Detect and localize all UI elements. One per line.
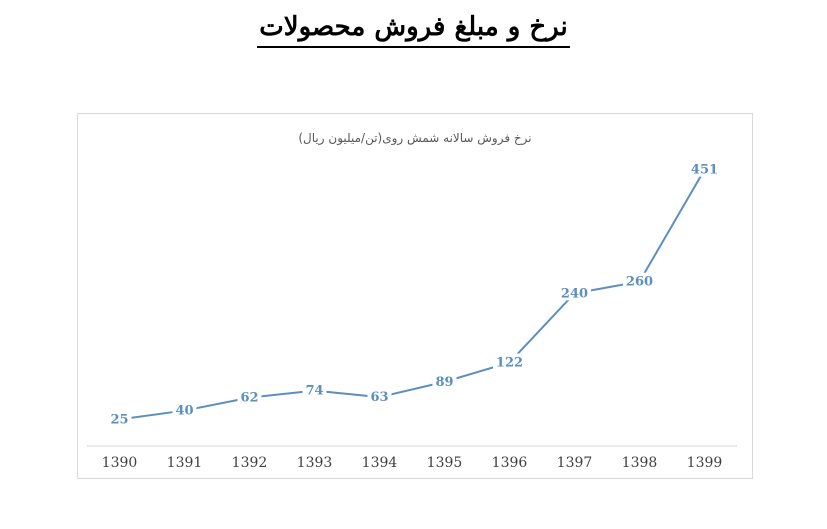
data-label: 25: [110, 412, 128, 427]
x-tick-label: 1392: [232, 455, 268, 471]
x-tick-label: 1390: [102, 455, 138, 471]
page-heading-text: نرخ و مبلغ فروش محصولات: [257, 12, 570, 48]
series-layer: [119, 169, 706, 421]
data-label-background: [493, 353, 526, 370]
data-label-background: [688, 160, 721, 177]
data-label-background: [558, 284, 591, 301]
x-tick-label: 1394: [362, 455, 398, 471]
x-tick-labels: 1390 1391 1392 1393 1394 1395 1396 1397 1398 1399: [102, 455, 723, 471]
data-label: 63: [370, 390, 388, 405]
data-label-background: [172, 401, 197, 418]
x-tick-label: 1393: [297, 455, 333, 471]
data-label: 62: [240, 391, 258, 406]
x-tick-label: 1399: [687, 455, 723, 471]
x-tick-label: 1395: [427, 455, 463, 471]
data-label: 260: [626, 275, 653, 290]
data-label: 74: [305, 384, 323, 399]
x-tick-label: 1391: [167, 455, 203, 471]
series-line: [119, 169, 706, 421]
x-tick-label: 1396: [492, 455, 528, 471]
data-label: 89: [435, 375, 453, 390]
data-label: 240: [561, 286, 588, 301]
data-label: 122: [496, 356, 523, 371]
chart-frame: [77, 113, 753, 479]
data-label: 451: [691, 163, 718, 178]
x-tick-label: 1397: [557, 455, 593, 471]
data-labels: 25 40 62 74 63 89 122 240 260 451: [107, 160, 721, 427]
data-label-background: [367, 388, 392, 405]
x-tick-label: 1398: [622, 455, 658, 471]
data-label-background: [623, 272, 656, 289]
data-label-background: [107, 410, 132, 427]
page-heading: نرخ و مبلغ فروش محصولات: [0, 12, 827, 48]
chart-title: نرخ فروش سالانه شمش روی(تن/میلیون ریال): [298, 131, 531, 146]
data-label-background: [237, 388, 262, 405]
data-label-background: [302, 381, 327, 398]
data-label: 40: [175, 404, 193, 419]
data-label-background: [432, 372, 457, 389]
